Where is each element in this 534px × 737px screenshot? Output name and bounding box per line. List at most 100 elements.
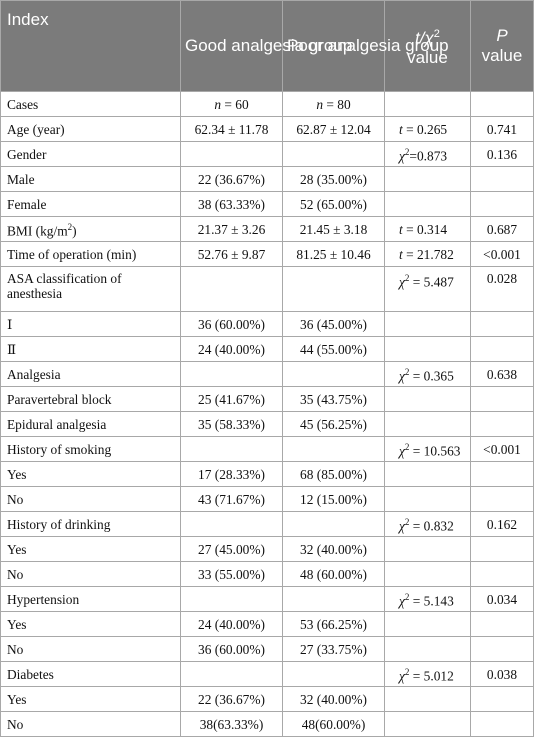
statistic-value (384, 486, 471, 512)
good-group-value (180, 436, 283, 462)
statistic-value (384, 166, 471, 192)
p-value: 0.038 (470, 661, 534, 687)
header-p-symbol: P (496, 26, 508, 45)
poor-group-value: 44 (55.00%) (282, 336, 385, 362)
good-group-value: 35 (58.33%) (180, 411, 283, 437)
poor-group-value (282, 661, 385, 687)
table-row: Ⅰ 36 (60.00%) 36 (45.00%) (0, 311, 534, 337)
table-row: History of drinking χ2 = 0.832 0.162 (0, 511, 534, 537)
good-group-value (180, 661, 283, 687)
chi-superscript: 2 (404, 366, 410, 377)
table-row: Yes 22 (36.67%) 32 (40.00%) (0, 686, 534, 712)
good-group-value: 38 (63.33%) (180, 191, 283, 217)
p-value (470, 561, 534, 587)
row-label: No (0, 636, 181, 662)
good-group-value: 21.37 ± 3.26 (180, 216, 283, 242)
row-label: BMI (kg/m2) (0, 216, 181, 242)
table-row: Hypertension χ2 = 5.143 0.034 (0, 586, 534, 612)
statistic-value: χ2 = 5.487 (384, 266, 471, 312)
table-row: Ⅱ 24 (40.00%) 44 (55.00%) (0, 336, 534, 362)
table-row: No 33 (55.00%) 48 (60.00%) (0, 561, 534, 587)
chi-superscript: 2 (404, 273, 410, 283)
chi-symbol: χ (399, 148, 405, 164)
poor-group-value: 28 (35.00%) (282, 166, 385, 192)
table-row: No 43 (71.67%) 12 (15.00%) (0, 486, 534, 512)
good-group-value: 27 (45.00%) (180, 536, 283, 562)
chi-superscript: 2 (404, 441, 410, 452)
good-group-value (180, 361, 283, 387)
p-value (470, 686, 534, 712)
good-group-value: 62.34 ± 11.78 (180, 116, 283, 142)
stat-remainder: =0.873 (409, 148, 448, 164)
statistic-value (384, 91, 471, 117)
poor-group-value: 52 (65.00%) (282, 191, 385, 217)
label-part: BMI (kg/m (7, 223, 68, 239)
statistic-value: t = 0.265 (384, 116, 471, 142)
table-row: Male 22 (36.67%) 28 (35.00%) (0, 166, 534, 192)
stat-variable: n (214, 96, 222, 112)
poor-group-value (282, 511, 385, 537)
stat-remainder: = 0.365 (409, 368, 454, 384)
stat-remainder: = 0.265 (402, 121, 448, 137)
poor-group-value (282, 361, 385, 387)
statistic-value (384, 536, 471, 562)
row-label: Paravertebral block (0, 386, 181, 412)
statistic-value (384, 411, 471, 437)
poor-group-value: 48(60.00%) (282, 711, 385, 737)
table-row: Cases n = 60 n = 80 (0, 91, 534, 117)
poor-group-value: 36 (45.00%) (282, 311, 385, 337)
table-row: Time of operation (min) 52.76 ± 9.87 81.25… (0, 241, 534, 267)
p-value (470, 536, 534, 562)
row-label: Ⅱ (0, 336, 181, 362)
good-group-value: 22 (36.67%) (180, 686, 283, 712)
statistic-value (384, 386, 471, 412)
stat-variable: t (399, 246, 403, 262)
stat-remainder: = 21.782 (402, 246, 454, 262)
header-poor-group: Poor analgesia group (282, 0, 449, 92)
p-value (470, 336, 534, 362)
label-superscript: 2 (67, 221, 73, 232)
table-row: Gender χ2=0.873 0.136 (0, 141, 534, 167)
header-p-value: value (481, 46, 523, 65)
good-group-value: 52.76 ± 9.87 (180, 241, 283, 267)
good-group-value: 22 (36.67%) (180, 166, 283, 192)
row-label: No (0, 561, 181, 587)
row-label: No (0, 486, 181, 512)
good-group-value: 24 (40.00%) (180, 611, 283, 637)
row-label: Diabetes (0, 661, 181, 687)
header-statistic-superscript: 2 (433, 27, 440, 40)
chi-symbol: χ (399, 668, 405, 684)
chi-symbol: χ (399, 518, 405, 534)
stat-remainder: = 60 (221, 96, 249, 112)
row-label: History of drinking (0, 511, 181, 537)
table-row: Age (year) 62.34 ± 11.78 62.87 ± 12.04 t = … (0, 116, 534, 142)
row-label: Time of operation (min) (0, 241, 181, 267)
row-label: Yes (0, 611, 181, 637)
row-label: Male (0, 166, 181, 192)
chi-symbol: χ (399, 443, 405, 459)
table-row: Yes 17 (28.33%) 68 (85.00%) (0, 461, 534, 487)
good-group-value: 38(63.33%) (180, 711, 283, 737)
table-row: Female 38 (63.33%) 52 (65.00%) (0, 191, 534, 217)
poor-group-value: 62.87 ± 12.04 (282, 116, 385, 142)
p-value (470, 711, 534, 737)
table-row: Paravertebral block 25 (41.67%) 35 (43.75%… (0, 386, 534, 412)
header-statistic-symbol: t/χ (415, 28, 434, 48)
poor-group-value: 32 (40.00%) (282, 536, 385, 562)
row-label: History of smoking (0, 436, 181, 462)
table-row: Epidural analgesia 35 (58.33%) 45 (56.25%) (0, 411, 534, 437)
poor-group-value: 81.25 ± 10.46 (282, 241, 385, 267)
row-label: Female (0, 191, 181, 217)
good-group-value (180, 586, 283, 612)
statistic-value: t = 21.782 (384, 241, 471, 267)
row-label: Hypertension (0, 586, 181, 612)
poor-group-value: 35 (43.75%) (282, 386, 385, 412)
label-part: ) (72, 223, 77, 239)
table-body: Cases n = 60 n = 80 Age (year) 62.34 ± 11.78… (0, 91, 534, 737)
statistic-value: χ2 = 0.365 (384, 361, 471, 387)
good-group-value: 43 (71.67%) (180, 486, 283, 512)
header-good-group: Good analgesia group (180, 0, 352, 92)
p-value (470, 461, 534, 487)
